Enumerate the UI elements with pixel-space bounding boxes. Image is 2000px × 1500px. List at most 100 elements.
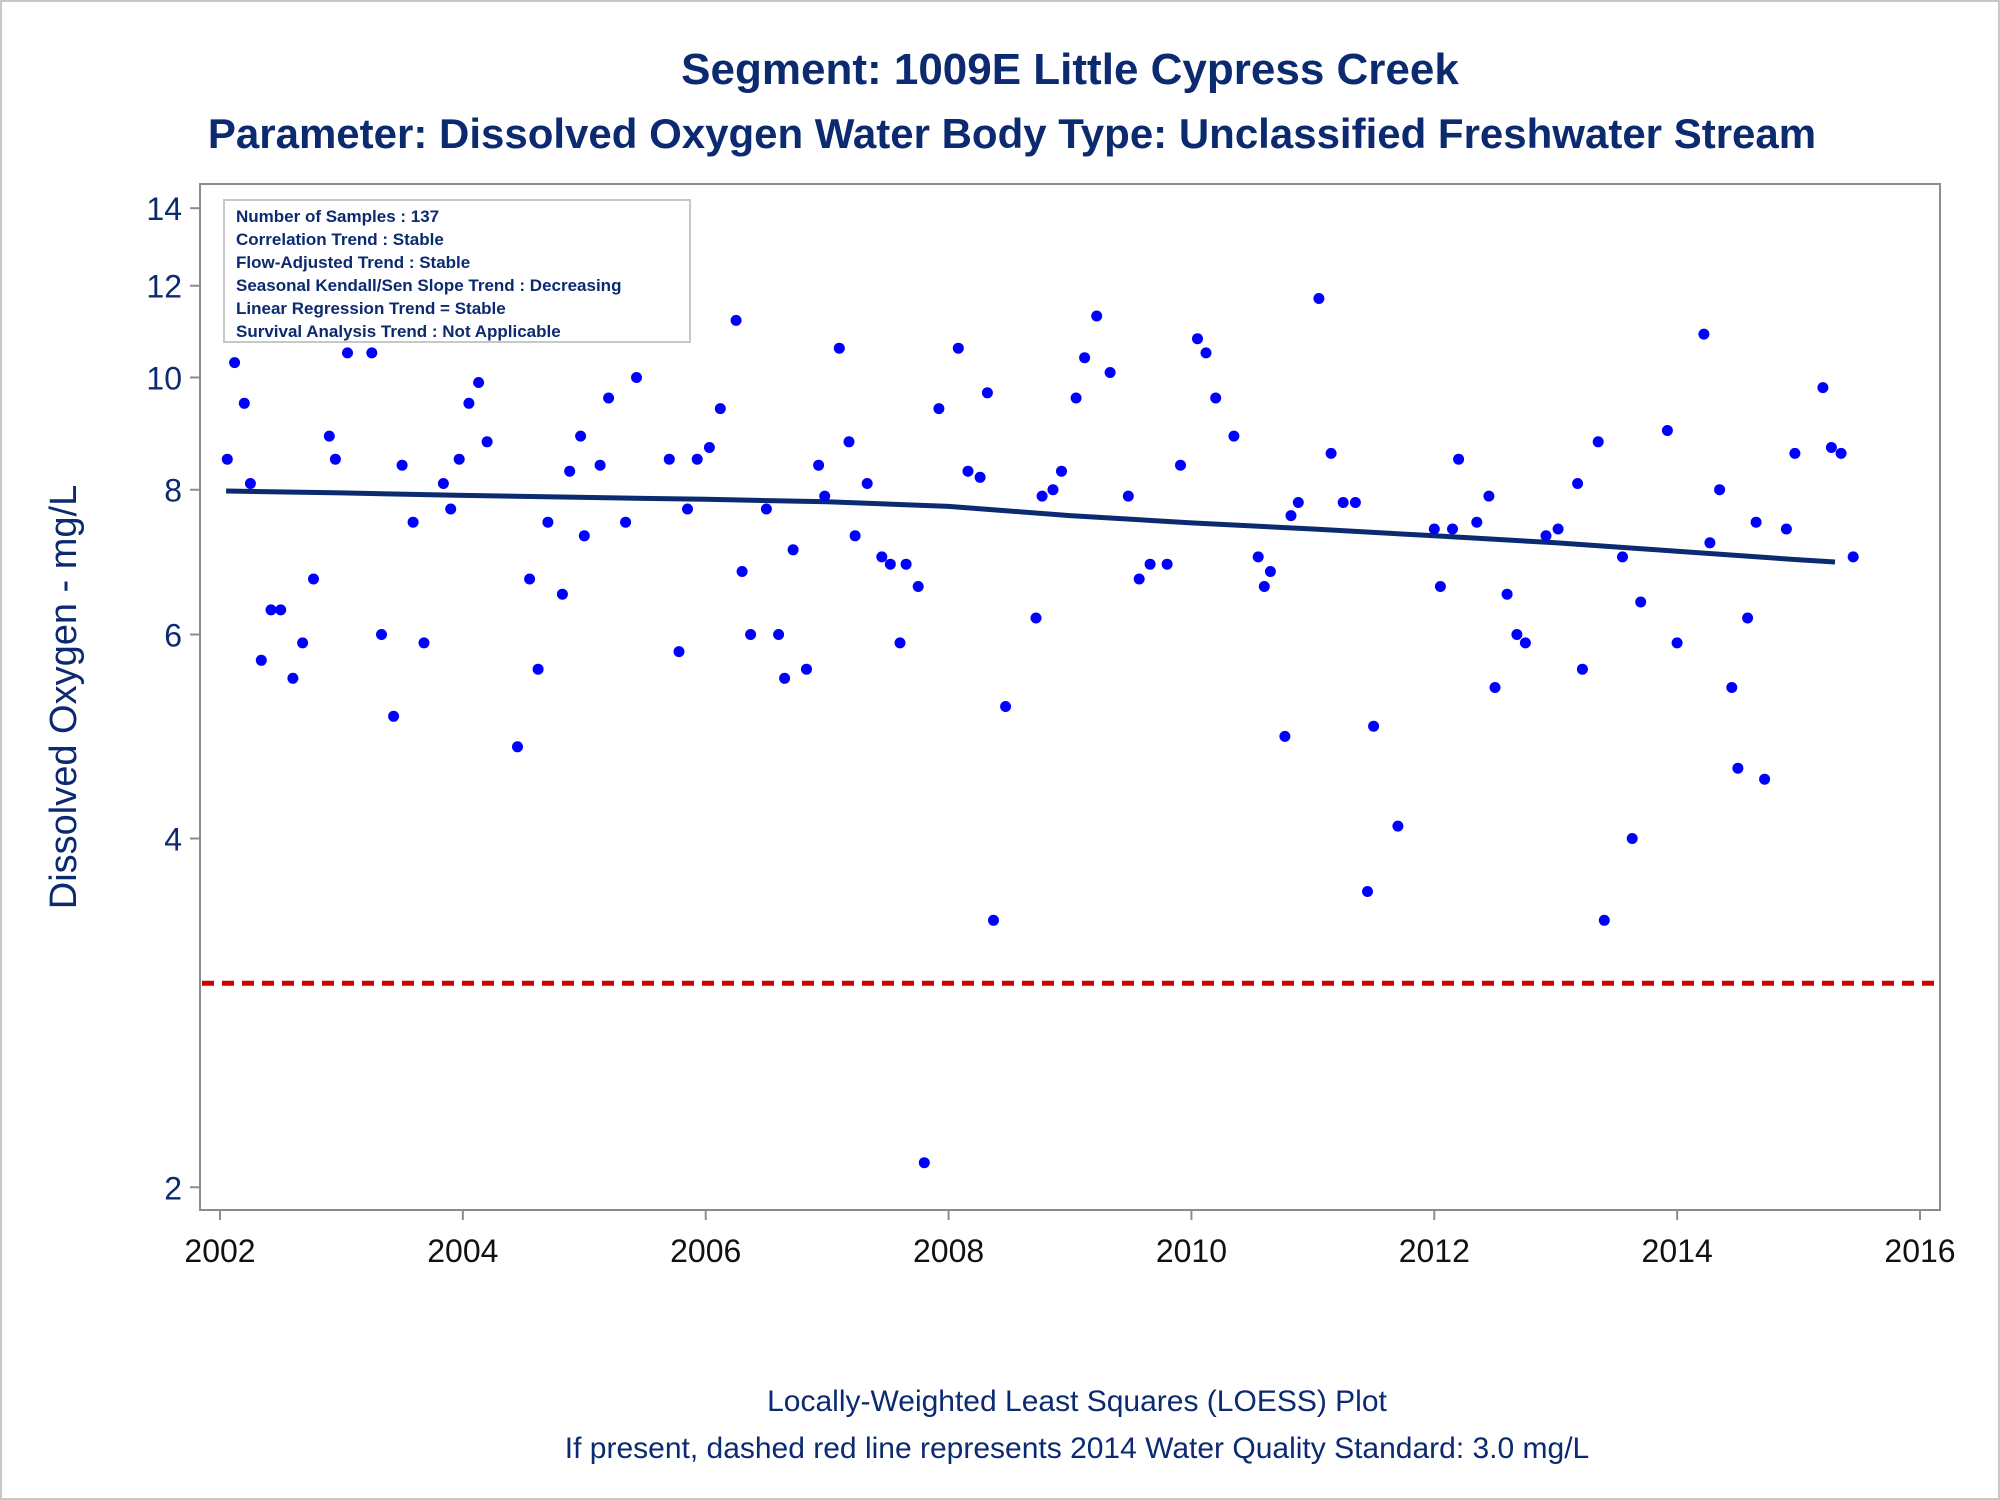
data-point (1056, 465, 1067, 477)
data-point (813, 459, 825, 471)
data-point (244, 478, 256, 489)
data-point (418, 637, 430, 649)
data-point (1175, 459, 1186, 471)
data-point (1325, 447, 1337, 459)
data-point (1200, 347, 1212, 359)
data-point (900, 558, 912, 570)
inset-line-correlation: Correlation Trend : Stable (236, 230, 444, 249)
trend-inset: Number of Samples : 137 Correlation Tren… (223, 199, 691, 343)
data-point (1252, 551, 1264, 563)
data-point (1598, 914, 1610, 926)
data-point (849, 530, 861, 542)
data-point (833, 342, 845, 354)
data-point (1572, 478, 1584, 489)
data-point (229, 357, 241, 369)
data-point (1501, 588, 1513, 600)
y-tick-label: 4 (164, 822, 182, 858)
data-point (1817, 382, 1829, 394)
chart-title: Segment: 1009E Little Cypress Creek (681, 45, 1459, 94)
data-point (542, 516, 554, 528)
data-point (1258, 581, 1270, 592)
data-point (437, 478, 449, 489)
data-point (691, 453, 703, 465)
data-point (1750, 516, 1762, 528)
inset-line-samples: Number of Samples : 137 (236, 207, 439, 226)
x-tick-label: 2006 (670, 1233, 741, 1269)
data-point (1362, 886, 1373, 897)
data-point (1552, 523, 1564, 535)
data-point (1847, 551, 1859, 563)
data-point (730, 314, 742, 326)
data-point (773, 629, 785, 640)
y-axis: 2 4 6 8 10 12 14 (146, 184, 201, 1210)
chart-subtitle: Parameter: Dissolved Oxygen Water Body T… (208, 110, 1816, 157)
data-point (366, 347, 378, 359)
data-point (1313, 293, 1325, 304)
data-point (1825, 442, 1837, 453)
data-point (473, 377, 485, 388)
y-tick-label: 2 (164, 1170, 182, 1206)
x-tick-label: 2002 (184, 1233, 255, 1269)
y-tick-label: 12 (146, 269, 182, 305)
x-tick-label: 2008 (913, 1233, 984, 1269)
y-tick-label: 6 (164, 617, 182, 653)
data-point (396, 459, 408, 471)
data-point (342, 347, 353, 359)
data-point (912, 581, 924, 592)
data-point (1285, 510, 1297, 522)
x-tick-label: 2014 (1642, 1233, 1713, 1269)
data-point (1292, 497, 1304, 508)
data-point (323, 430, 335, 442)
data-point (1592, 436, 1604, 448)
data-point (463, 397, 475, 409)
data-point (564, 465, 576, 477)
trend-inset-box (223, 199, 691, 343)
x-axis: 2002 2004 2006 2008 2010 2012 2014 2016 (184, 1209, 1956, 1269)
data-point (787, 544, 799, 556)
data-point (620, 516, 632, 528)
data-point (1471, 516, 1483, 528)
data-point (453, 453, 465, 465)
data-point (1091, 310, 1103, 322)
data-point (876, 551, 888, 563)
data-point (962, 465, 974, 477)
points-layer (221, 217, 1859, 1169)
data-point (275, 604, 287, 616)
data-point (287, 672, 299, 684)
data-point (1489, 682, 1501, 693)
data-point (779, 672, 791, 684)
data-point (1392, 820, 1404, 832)
x-tick-label: 2012 (1399, 1233, 1470, 1269)
data-point (238, 397, 250, 409)
data-point (1210, 392, 1222, 404)
y-tick-label: 8 (164, 473, 182, 509)
data-point (1714, 484, 1726, 496)
data-point (578, 530, 590, 542)
data-point (603, 392, 615, 404)
data-point (1030, 612, 1042, 624)
data-point (714, 403, 726, 415)
data-point (1835, 447, 1847, 459)
data-point (1483, 490, 1495, 502)
data-point (1447, 523, 1458, 535)
data-point (736, 566, 748, 577)
data-point (1349, 497, 1361, 508)
data-point (703, 442, 715, 453)
data-point (801, 663, 812, 675)
data-point (1626, 833, 1638, 844)
data-point (1780, 523, 1792, 535)
inset-line-linear-regression: Linear Regression Trend = Stable (236, 299, 506, 318)
data-point (952, 342, 964, 354)
data-point (1228, 430, 1240, 442)
data-point (376, 629, 387, 640)
data-point (1453, 453, 1465, 465)
data-point (760, 503, 772, 515)
y-tick-label: 10 (146, 360, 182, 396)
y-tick-label: 14 (146, 191, 182, 227)
data-point (1264, 566, 1276, 577)
y-axis-label: Dissolved Oxygen - mg/L (43, 485, 85, 910)
data-point (1671, 637, 1683, 649)
data-point (575, 430, 587, 442)
data-point (631, 372, 642, 383)
